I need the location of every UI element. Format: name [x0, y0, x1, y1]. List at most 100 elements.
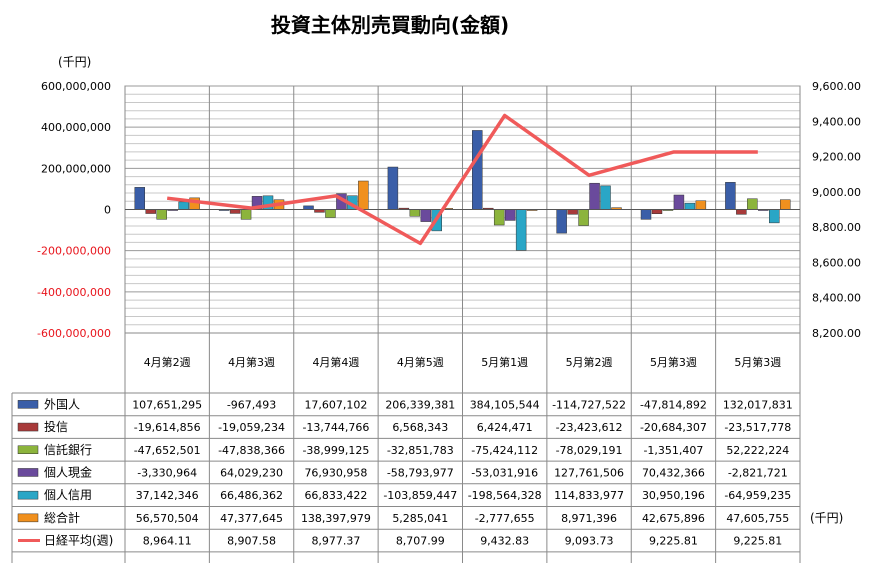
bar [684, 202, 696, 210]
bar [472, 130, 483, 210]
bar [156, 209, 167, 220]
data-label: -13,744,766 [302, 421, 369, 434]
bar [229, 209, 241, 214]
bar [178, 201, 189, 210]
data-label: -38,999,125 [302, 444, 369, 457]
bar [578, 209, 589, 226]
legend-key [17, 490, 39, 500]
right-tick-label: 9,400.00 [812, 115, 861, 128]
legend-key [17, 513, 39, 523]
bar [515, 209, 527, 251]
data-label: 8,707.99 [396, 535, 445, 548]
bar [747, 198, 758, 210]
bar [769, 209, 780, 224]
data-label: 6,568,343 [392, 421, 448, 434]
right-tick-label: 9,600.00 [812, 80, 861, 93]
data-label: -47,814,892 [640, 398, 707, 411]
data-label: -103,859,447 [383, 489, 457, 502]
legend-key [17, 422, 39, 432]
bar [420, 209, 432, 222]
data-label: 9,225.81 [649, 535, 698, 548]
bar [145, 209, 156, 214]
bar [567, 209, 578, 215]
right-tick-label: 9,200.00 [812, 151, 861, 164]
category-label: 5月第1週 [481, 355, 528, 369]
category-label: 4月第4週 [312, 355, 359, 369]
series-name: 個人現金 [44, 464, 92, 479]
data-label: 47,377,645 [220, 512, 283, 525]
series-name: 投信 [44, 419, 68, 434]
left-tick-label: -400,000,000 [37, 286, 111, 299]
right-axis-ticks: 9,600.00 9,400.00 9,200.00 9,000.00 8,800.00… [812, 80, 861, 340]
left-tick-label: -200,000,000 [37, 245, 111, 258]
series-name: 日経平均(週) [44, 534, 113, 548]
right-tick-label: 8,600.00 [812, 256, 861, 269]
data-label: 37,142,346 [136, 489, 199, 502]
series-name: 外国人 [44, 397, 80, 411]
right-tick-label: 8,400.00 [812, 292, 861, 305]
data-label: 66,486,362 [220, 489, 283, 502]
data-label: 132,017,831 [723, 398, 793, 411]
left-tick-label: 200,000,000 [41, 162, 111, 175]
data-label: 9,225.81 [733, 535, 782, 548]
data-label: 52,222,224 [726, 444, 789, 457]
data-label: -114,727,522 [552, 398, 626, 411]
bar [695, 200, 707, 210]
legend-key [17, 468, 39, 477]
data-label: 66,833,422 [304, 489, 367, 502]
data-label: -967,493 [227, 398, 276, 411]
data-label: 206,339,381 [385, 398, 455, 411]
data-label: -20,684,307 [640, 421, 707, 434]
data-label: -47,652,501 [134, 444, 201, 457]
data-label: -78,029,191 [556, 444, 623, 457]
bar [673, 194, 685, 210]
data-table: 4月第2週 4月第3週 4月第4週 4月第5週 5月第1週 5月第2週 5月第3週 5月第3週… [11, 332, 801, 563]
bar [387, 166, 399, 210]
category-label: 4月第2週 [144, 355, 191, 369]
data-label: 107,651,295 [132, 398, 202, 411]
bar [504, 209, 516, 221]
series-name: 個人信用 [44, 488, 92, 502]
nikkei-line [166, 113, 758, 246]
series-name: 総合計 [44, 510, 80, 525]
category-label: 5月第2週 [566, 355, 613, 369]
data-label: -64,959,235 [724, 489, 791, 502]
data-label: 47,605,755 [726, 512, 789, 525]
data-label: 114,833,977 [554, 489, 624, 502]
category-label: 5月第3週 [650, 355, 697, 369]
left-axis-ticks: 600,000,000 400,000,000 200,000,000 0 -200,0… [37, 80, 111, 340]
right-tick-label: 9,000.00 [812, 186, 861, 199]
right-axis-unit: (千円) [810, 511, 843, 525]
category-label: 4月第5週 [397, 355, 444, 369]
bar [134, 187, 145, 210]
chart-title: 投資主体別売買動向(金額) [271, 13, 509, 37]
data-label: -47,838,366 [218, 444, 285, 457]
legend-key [17, 400, 39, 409]
bar [358, 180, 369, 210]
data-label: -2,821,721 [728, 466, 788, 479]
data-label: 64,029,230 [220, 466, 283, 479]
legend-key [17, 445, 39, 454]
left-tick-label: 400,000,000 [41, 121, 111, 134]
bar [556, 209, 567, 234]
right-tick-label: 8,800.00 [812, 221, 861, 234]
data-label: -19,614,856 [134, 421, 201, 434]
data-label: 5,285,041 [392, 512, 448, 525]
category-label: 5月第3週 [734, 355, 781, 369]
data-label: -32,851,783 [387, 444, 454, 457]
data-label: 8,907.58 [227, 535, 276, 548]
data-label: 30,950,196 [642, 489, 705, 502]
data-label: -58,793,977 [387, 466, 454, 479]
bar [303, 205, 314, 210]
left-tick-label: -600,000,000 [37, 327, 111, 340]
data-label: 42,675,896 [642, 512, 705, 525]
data-label: -3,330,964 [137, 466, 197, 479]
bar [493, 209, 505, 226]
data-label: -23,423,612 [556, 421, 623, 434]
data-label: -198,564,328 [468, 489, 542, 502]
bar [640, 209, 652, 220]
data-label: 8,964.11 [143, 535, 192, 548]
data-label: -2,777,655 [475, 512, 535, 525]
right-tick-label: 8,200.00 [812, 327, 861, 340]
